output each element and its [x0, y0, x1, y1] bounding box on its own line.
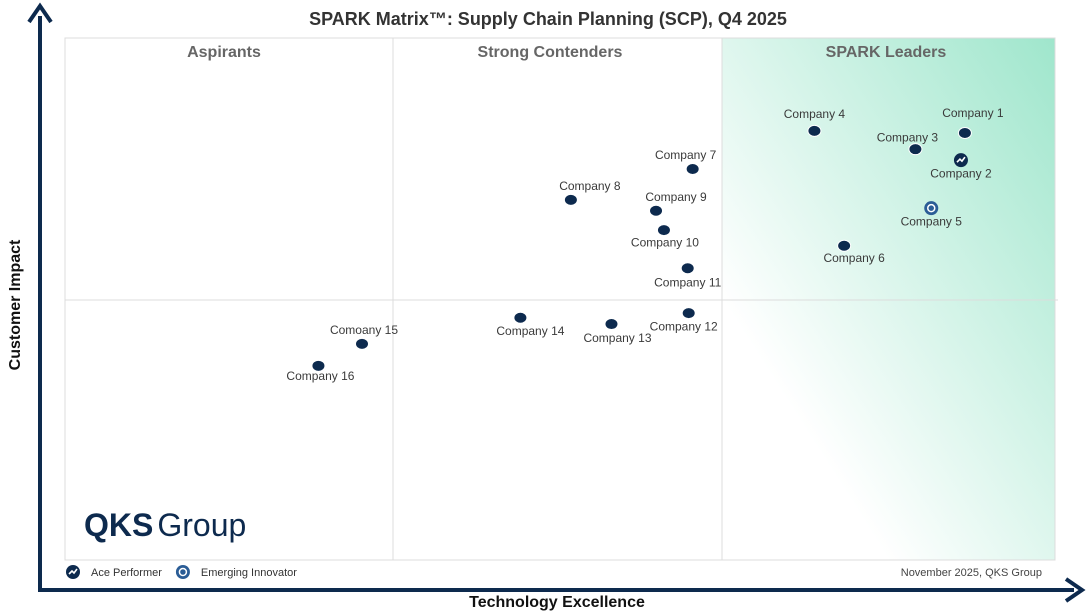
point-label: Company 9 — [645, 190, 707, 204]
point-label: Company 2 — [930, 166, 992, 180]
point — [807, 124, 822, 137]
point — [685, 163, 700, 176]
marker-glyph — [68, 568, 78, 575]
point — [957, 127, 972, 140]
marker-body — [924, 201, 939, 216]
point-label: Comoany 15 — [330, 323, 398, 337]
point — [604, 318, 619, 331]
legend: Ace Performer Emerging Innovator — [66, 565, 297, 579]
y-axis-title: Customer Impact — [7, 239, 24, 370]
innovator-marker — [175, 565, 190, 579]
point — [680, 262, 695, 275]
point — [681, 307, 696, 320]
point-label: Company 10 — [631, 235, 699, 249]
point-label: Company 11 — [654, 275, 721, 289]
point-label: Company 7 — [655, 148, 717, 162]
quadrant-label: Strong Contenders — [478, 44, 623, 61]
legend-label: Emerging Innovator — [201, 567, 297, 579]
point — [908, 143, 923, 156]
point — [513, 311, 528, 324]
innovator-marker — [924, 201, 939, 216]
point-label: Company 1 — [942, 106, 1004, 120]
logo-light: Group — [157, 507, 246, 543]
marker-glyph — [178, 567, 188, 577]
point-label: Company 6 — [823, 251, 885, 265]
logo: QKS Group — [84, 507, 246, 543]
point — [837, 239, 852, 252]
point-label: Company 8 — [559, 179, 621, 193]
point-label: Company 13 — [583, 331, 651, 345]
y-arrow — [27, 2, 53, 24]
quadrant-label: Aspirants — [187, 44, 261, 61]
point — [656, 224, 671, 237]
x-axis-title: Technology Excellence — [469, 594, 645, 611]
logo-bold: QKS — [84, 507, 153, 543]
marker-glyph — [927, 203, 936, 213]
point-label: Company 4 — [784, 107, 846, 121]
footnote: November 2025, QKS Group — [901, 567, 1042, 579]
point — [563, 193, 578, 206]
ace-marker — [953, 153, 968, 168]
marker-glyph — [956, 156, 966, 163]
point-label: Company 3 — [877, 130, 939, 144]
point — [355, 337, 369, 350]
quadrant-label: SPARK Leaders — [826, 44, 947, 61]
x-arrow — [1064, 577, 1086, 603]
ace-marker — [66, 565, 80, 579]
legend-label: Ace Performer — [91, 567, 162, 579]
point-label: Company 16 — [286, 369, 354, 383]
point — [311, 359, 326, 372]
leaders-zone — [722, 38, 1055, 560]
marker-body — [175, 565, 190, 579]
point-label: Company 5 — [901, 214, 963, 228]
point — [649, 204, 664, 217]
point-label: Company 14 — [496, 324, 564, 338]
chart-title: SPARK Matrix™: Supply Chain Planning (SC… — [309, 9, 787, 29]
point-label: Company 12 — [650, 319, 718, 333]
plot-frame — [64, 37, 1056, 561]
